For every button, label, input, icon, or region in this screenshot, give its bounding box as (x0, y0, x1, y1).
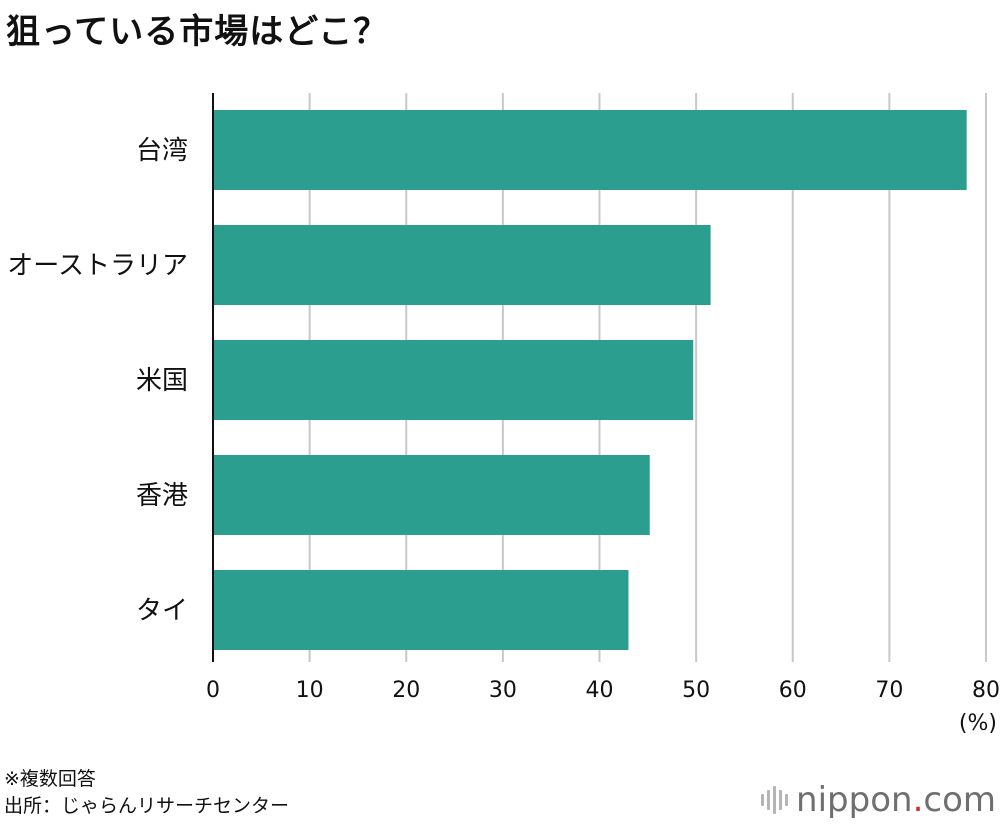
nippon-logo: nippon.com (761, 780, 996, 820)
x-tick-labels: 0 10 20 30 40 50 60 70 80 (206, 678, 1000, 703)
bar (213, 340, 694, 420)
x-tick-label: 10 (296, 678, 324, 703)
note-multiple-answers: ※複数回答 (4, 768, 96, 790)
x-tick-label: 60 (779, 678, 807, 703)
logo-text: nippon.com (796, 780, 996, 820)
x-tick-label: 70 (875, 678, 903, 703)
bar (213, 570, 629, 650)
x-tick-label: 50 (682, 678, 710, 703)
source-note: 出所：じゃらんリサーチセンター (4, 795, 290, 817)
bar (213, 455, 650, 535)
bar (213, 110, 967, 190)
category-label: タイ (136, 596, 188, 626)
x-tick-label: 80 (972, 678, 1000, 703)
chart-title: 狙っている市場はどこ？ (6, 12, 389, 52)
category-label: オーストラリア (7, 251, 188, 281)
x-tick-label: 0 (206, 678, 220, 703)
bar (213, 225, 711, 305)
sound-bars-icon (761, 786, 789, 814)
bars (213, 110, 967, 650)
x-tick-label: 40 (586, 678, 614, 703)
x-tick-label: 20 (392, 678, 420, 703)
x-axis-unit: (%) (959, 711, 997, 736)
category-label: 米国 (136, 366, 188, 396)
category-label: 香港 (136, 481, 188, 511)
x-tick-label: 30 (489, 678, 517, 703)
category-label: 台湾 (136, 136, 188, 166)
